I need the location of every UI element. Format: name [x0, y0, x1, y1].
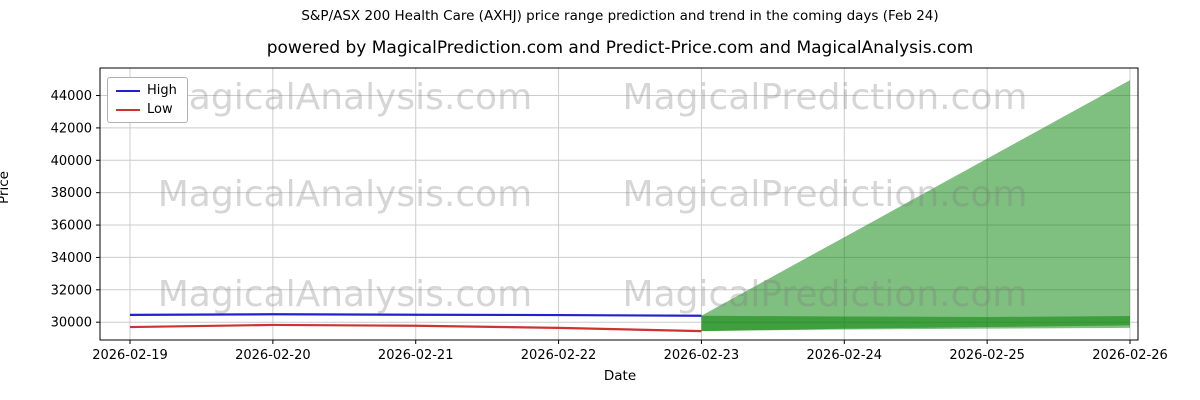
y-tick-label: 36000 [51, 219, 92, 234]
x-tick-label: 2026-02-24 [807, 348, 883, 363]
y-axis-label: Price [0, 171, 12, 204]
x-tick-label: 2026-02-26 [1092, 348, 1168, 363]
legend-item-high: High [116, 84, 177, 97]
low-line [129, 323, 702, 333]
x-tick-label: 2026-02-20 [235, 348, 311, 363]
prediction-range-flat [701, 315, 1130, 332]
legend: High Low [107, 77, 188, 123]
x-tick-label: 2026-02-19 [92, 348, 168, 363]
watermark-text: MagicalPrediction.com [623, 77, 1028, 118]
x-tick-label: 2026-02-25 [949, 348, 1025, 363]
plot-border [99, 67, 1139, 341]
high-line [129, 313, 702, 317]
legend-label-high: High [147, 83, 177, 98]
watermark-text: MagicalAnalysis.com [158, 274, 532, 315]
y-tick-label: 42000 [51, 121, 92, 136]
y-tick-label: 40000 [51, 154, 92, 169]
x-tick-label: 2026-02-23 [664, 348, 740, 363]
prediction-range-fan [701, 80, 1130, 332]
low-line-swatch [116, 108, 140, 111]
y-tick-label: 30000 [51, 316, 92, 331]
chart-title: S&P/ASX 200 Health Care (AXHJ) price ran… [301, 8, 939, 24]
x-tick-label: 2026-02-21 [378, 348, 454, 363]
watermark-text: MagicalPrediction.com [623, 174, 1028, 215]
y-tick-label: 44000 [51, 89, 92, 104]
y-tick-label: 38000 [51, 186, 92, 201]
y-tick-label: 34000 [51, 251, 92, 266]
chart-subtitle: powered by MagicalPrediction.com and Pre… [266, 38, 974, 58]
x-tick-label: 2026-02-22 [521, 348, 597, 363]
watermark-text: MagicalAnalysis.com [158, 77, 532, 118]
high-line-swatch [116, 89, 140, 92]
watermark-text: MagicalAnalysis.com [158, 174, 532, 215]
watermark-text: MagicalPrediction.com [623, 274, 1028, 315]
y-tick-label: 32000 [51, 283, 92, 298]
legend-label-low: Low [147, 102, 173, 117]
x-axis-label: Date [603, 368, 637, 384]
legend-item-low: Low [116, 103, 177, 116]
